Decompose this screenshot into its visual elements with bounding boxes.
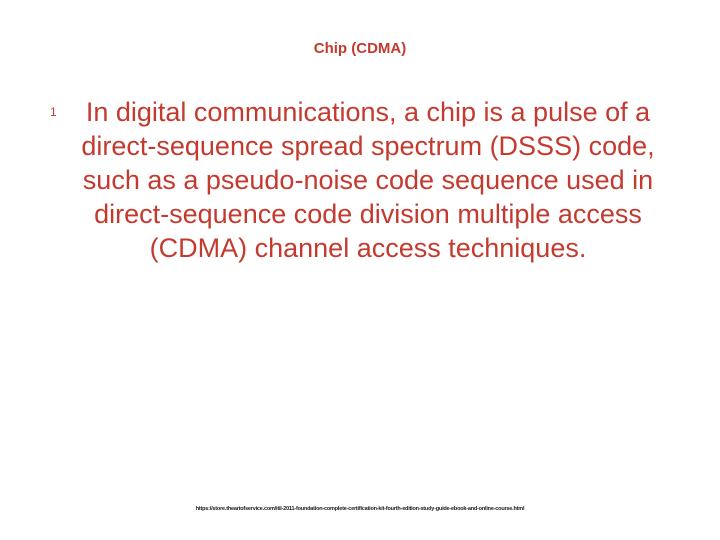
body-text: In digital communications, a chip is a p…: [66, 95, 670, 265]
slide: Chip (CDMA) 1 In digital communications,…: [0, 0, 720, 540]
bullet-number: 1: [50, 95, 60, 129]
body-row: 1 In digital communications, a chip is a…: [50, 95, 670, 265]
slide-title: Chip (CDMA): [50, 40, 670, 57]
footer-link: https://store.theartofservice.com/itil-2…: [0, 506, 720, 512]
